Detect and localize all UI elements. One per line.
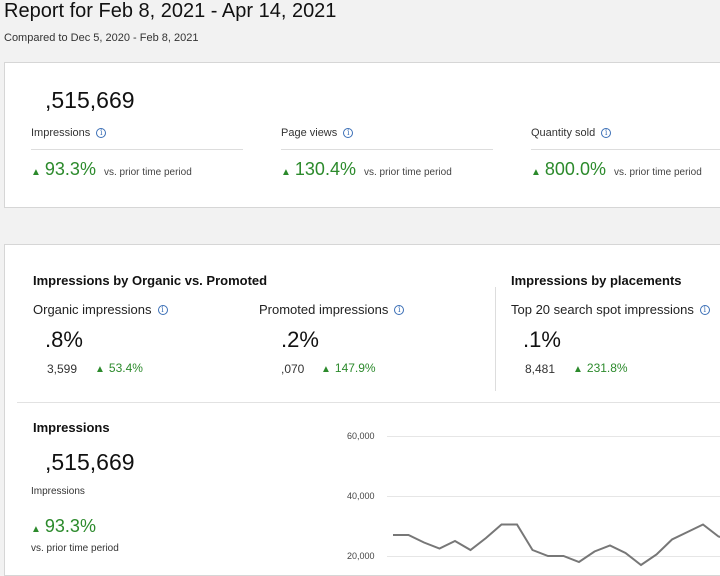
quantity-sold-label-text: Quantity sold [531, 127, 595, 139]
organic-change: ▲ 53.4% [95, 361, 143, 375]
divider [281, 149, 493, 150]
up-arrow-icon: ▲ [573, 364, 583, 375]
promoted-label-text: Promoted impressions [259, 302, 388, 317]
impressions-change-value: 93.3% [45, 159, 96, 180]
organic-label-text: Organic impressions [33, 302, 152, 317]
quantity-sold-change-value: 800.0% [545, 159, 606, 180]
impressions-chart-label: Impressions [31, 486, 85, 497]
up-arrow-icon: ▲ [321, 364, 331, 375]
top20-change-value: 231.8% [587, 361, 628, 375]
impressions-line-chart [385, 425, 720, 575]
promoted-change: ▲ 147.9% [321, 361, 376, 375]
organic-share: .8% [45, 327, 83, 353]
top20-impressions-label: Top 20 search spot impressions i [511, 302, 710, 317]
divider [531, 149, 720, 150]
info-icon[interactable]: i [343, 128, 353, 138]
top20-share: .1% [523, 327, 561, 353]
top20-label-text: Top 20 search spot impressions [511, 302, 694, 317]
top20-change: ▲ 231.8% [573, 361, 628, 375]
comparison-note: vs. prior time period [614, 167, 702, 178]
impressions-chart-total: ,515,669 [45, 449, 135, 476]
up-arrow-icon: ▲ [531, 167, 541, 178]
promoted-share: .2% [281, 327, 319, 353]
up-arrow-icon: ▲ [31, 167, 41, 178]
impressions-label: Impressions i [31, 127, 106, 139]
info-icon[interactable]: i [158, 305, 168, 315]
comparison-note: vs. prior time period [364, 167, 452, 178]
section-divider-horizontal [17, 402, 720, 403]
promoted-count: ,070 [281, 362, 304, 376]
divider [31, 149, 243, 150]
organic-promoted-heading: Impressions by Organic vs. Promoted [33, 273, 267, 288]
impressions-series-line [393, 525, 720, 566]
impressions-label-text: Impressions [31, 127, 90, 139]
organic-impressions-label: Organic impressions i [33, 302, 168, 317]
up-arrow-icon: ▲ [281, 167, 291, 178]
info-icon[interactable]: i [601, 128, 611, 138]
top20-count: 8,481 [525, 362, 555, 376]
page-views-change: ▲ 130.4% vs. prior time period [281, 159, 452, 180]
impressions-change: ▲ 93.3% vs. prior time period [31, 159, 192, 180]
summary-panel: ,515,669 Impressions i ▲ 93.3% vs. prior… [4, 62, 720, 208]
comparison-range: Compared to Dec 5, 2020 - Feb 8, 2021 [4, 32, 198, 44]
impressions-chart-change-value: 93.3% [45, 516, 96, 537]
up-arrow-icon: ▲ [95, 364, 105, 375]
breakdown-panel: Impressions by Organic vs. Promoted Orga… [4, 244, 720, 576]
promoted-impressions-label: Promoted impressions i [259, 302, 404, 317]
info-icon[interactable]: i [394, 305, 404, 315]
up-arrow-icon: ▲ [31, 524, 41, 535]
promoted-change-value: 147.9% [335, 361, 376, 375]
quantity-sold-label: Quantity sold i [531, 127, 611, 139]
page-views-label: Page views i [281, 127, 353, 139]
quantity-sold-change: ▲ 800.0% vs. prior time period [531, 159, 702, 180]
info-icon[interactable]: i [700, 305, 710, 315]
page-views-change-value: 130.4% [295, 159, 356, 180]
y-tick-label: 20,000 [347, 551, 375, 561]
organic-change-value: 53.4% [109, 361, 143, 375]
info-icon[interactable]: i [96, 128, 106, 138]
y-tick-label: 40,000 [347, 491, 375, 501]
total-impressions-value: ,515,669 [45, 87, 135, 114]
impressions-chart-vs: vs. prior time period [31, 543, 119, 554]
impressions-chart-change: ▲ 93.3% [31, 516, 96, 537]
report-title: Report for Feb 8, 2021 - Apr 14, 2021 [4, 0, 336, 23]
comparison-note: vs. prior time period [104, 167, 192, 178]
organic-count: 3,599 [47, 362, 77, 376]
section-divider [495, 287, 496, 391]
impressions-chart-heading: Impressions [33, 420, 110, 435]
page-views-label-text: Page views [281, 127, 337, 139]
y-tick-label: 60,000 [347, 431, 375, 441]
placements-heading: Impressions by placements [511, 273, 682, 288]
